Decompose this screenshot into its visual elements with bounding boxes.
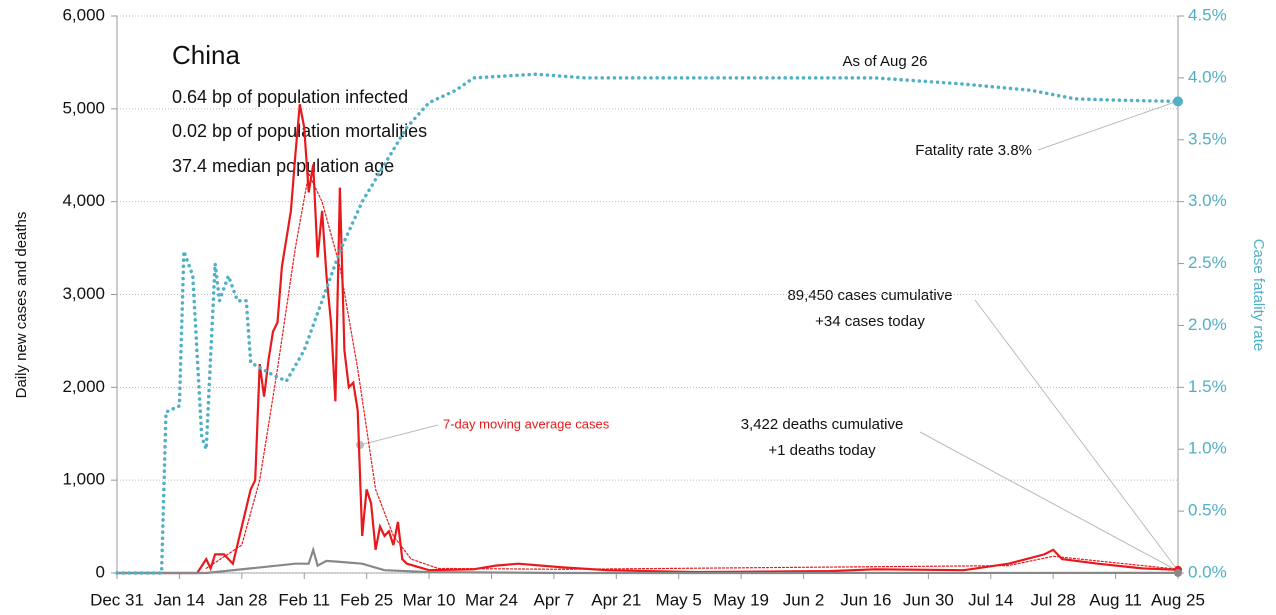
annotation: Fatality rate 3.8% bbox=[915, 142, 1032, 159]
y-tick-label: 0 bbox=[96, 562, 105, 581]
x-tick-label: Feb 25 bbox=[340, 590, 393, 609]
x-tick-label: Jan 28 bbox=[216, 590, 267, 609]
series-line bbox=[205, 171, 1179, 570]
x-tick-label: Feb 11 bbox=[278, 590, 330, 609]
leader-line bbox=[1037, 101, 1176, 151]
annotation: 89,450 cases cumulative bbox=[787, 287, 952, 304]
x-tick-label: May 19 bbox=[713, 590, 769, 609]
y2-tick-label: 4.5% bbox=[1188, 5, 1227, 24]
y2-tick-label: 3.5% bbox=[1188, 129, 1227, 148]
x-tick-label: Jul 28 bbox=[1030, 590, 1075, 609]
leader-line bbox=[919, 431, 1177, 571]
annotation: 3,422 deaths cumulative bbox=[741, 416, 904, 433]
x-tick-label: Aug 11 bbox=[1089, 590, 1142, 609]
x-tick-label: Dec 31 bbox=[90, 590, 144, 609]
y2-tick-label: 1.0% bbox=[1188, 439, 1227, 458]
y2-tick-label: 2.0% bbox=[1188, 315, 1227, 334]
subtitle: 0.64 bp of population infected bbox=[172, 87, 408, 107]
series-label: 7-day moving average cases bbox=[443, 416, 610, 431]
y2-tick-label: 2.5% bbox=[1188, 253, 1227, 272]
y-tick-label: 5,000 bbox=[62, 98, 105, 117]
x-tick-label: Jun 30 bbox=[903, 590, 954, 609]
y2-tick-label: 0.0% bbox=[1188, 562, 1227, 581]
x-tick-label: Jan 14 bbox=[154, 590, 205, 609]
series-line bbox=[115, 545, 1180, 575]
end-dot bbox=[1173, 96, 1183, 107]
annotation: +1 deaths today bbox=[768, 442, 876, 459]
x-tick-label: Jul 14 bbox=[968, 590, 1013, 609]
y-tick-label: 6,000 bbox=[62, 5, 105, 24]
end-dot bbox=[1174, 568, 1182, 577]
y-tick-label: 4,000 bbox=[62, 191, 105, 210]
leader-line bbox=[974, 299, 1177, 569]
y2-tick-label: 0.5% bbox=[1188, 501, 1227, 520]
annotation: +34 cases today bbox=[815, 313, 925, 330]
chart-title: China bbox=[172, 40, 240, 70]
y2-axis-label: Case fatality rate bbox=[1250, 239, 1267, 352]
subtitle: 0.02 bp of population mortalities bbox=[172, 121, 427, 141]
x-tick-label: Aug 25 bbox=[1151, 590, 1205, 609]
x-tick-label: Jun 16 bbox=[840, 590, 891, 609]
y2-tick-label: 4.0% bbox=[1188, 67, 1227, 86]
subtitle: 37.4 median population age bbox=[172, 156, 394, 176]
y2-tick-label: 3.0% bbox=[1188, 191, 1227, 210]
y-tick-label: 2,000 bbox=[62, 377, 105, 396]
x-tick-label: May 5 bbox=[656, 590, 702, 609]
y-tick-label: 3,000 bbox=[62, 284, 105, 303]
x-tick-label: Jun 2 bbox=[783, 590, 825, 609]
annotation: As of Aug 26 bbox=[842, 53, 927, 70]
x-tick-label: Apr 21 bbox=[591, 590, 641, 609]
x-tick-label: Mar 24 bbox=[465, 590, 518, 609]
y-axis-label: Daily new cases and deaths bbox=[13, 212, 30, 399]
x-tick-label: Mar 10 bbox=[403, 590, 456, 609]
series-line bbox=[115, 72, 1180, 575]
x-tick-label: Apr 7 bbox=[534, 590, 575, 609]
y2-tick-label: 1.5% bbox=[1188, 377, 1227, 396]
y-tick-label: 1,000 bbox=[62, 470, 105, 489]
leader-line bbox=[359, 424, 439, 446]
